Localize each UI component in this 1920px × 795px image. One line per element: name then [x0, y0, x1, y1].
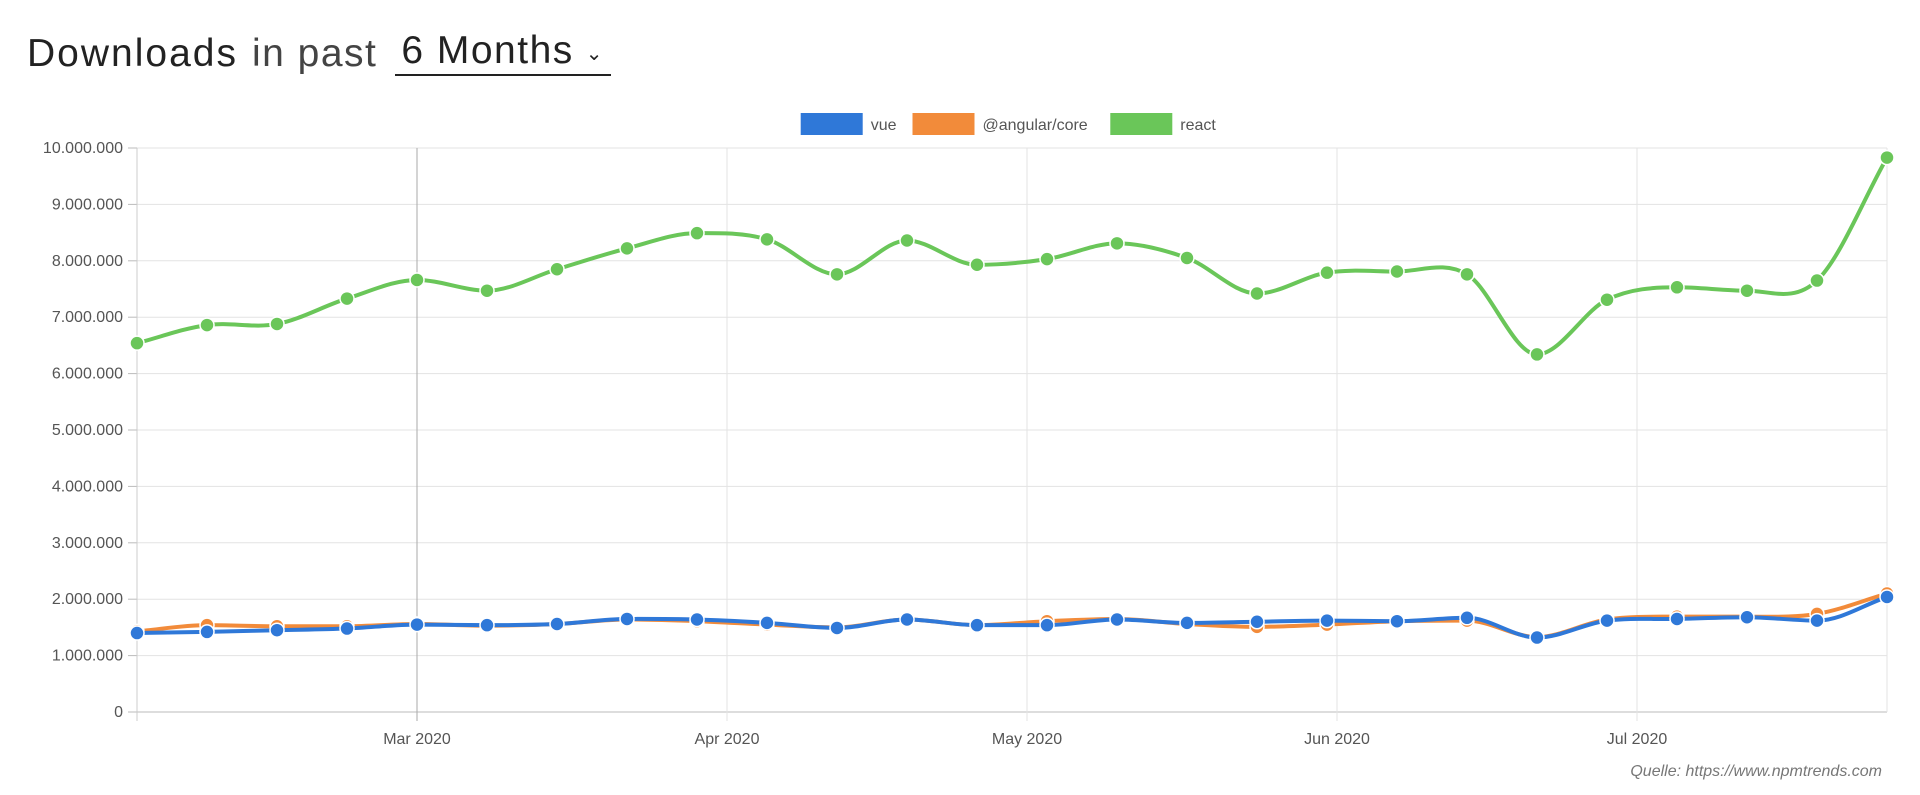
- data-point-react: [759, 231, 775, 248]
- data-point-react: [1039, 251, 1055, 267]
- data-point-react: [619, 240, 635, 257]
- y-tick-label: 7.000.000: [52, 309, 123, 326]
- y-tick-label: 3.000.000: [52, 535, 123, 552]
- data-point-vue: [129, 625, 145, 641]
- period-dropdown[interactable]: 6 Months ⌄: [395, 28, 611, 76]
- legend-label-react: react: [1180, 117, 1216, 134]
- data-point-react: [1109, 235, 1125, 252]
- data-point-vue: [1459, 610, 1475, 626]
- data-point-vue: [199, 624, 215, 640]
- data-point-react: [269, 316, 285, 332]
- y-tick-label: 9.000.000: [52, 196, 123, 213]
- data-point-vue: [269, 622, 285, 638]
- data-point-react: [199, 317, 215, 333]
- data-point-vue: [1179, 615, 1195, 631]
- data-point-vue: [1319, 612, 1335, 629]
- data-point-vue: [1879, 589, 1895, 605]
- data-point-react: [1529, 346, 1545, 363]
- legend-label-angular-core: @angular/core: [983, 117, 1088, 134]
- data-point-react: [339, 290, 355, 307]
- chevron-down-icon: ⌄: [585, 42, 603, 65]
- y-tick-label: 0: [114, 704, 123, 721]
- data-point-react: [1319, 264, 1335, 281]
- legend-swatch-angular-core: [912, 113, 975, 135]
- legend-label-vue: vue: [871, 117, 897, 134]
- y-tick-label: 1.000.000: [52, 648, 123, 665]
- data-point-vue: [409, 616, 425, 633]
- data-point-vue: [1669, 611, 1685, 627]
- data-point-vue: [1039, 617, 1055, 633]
- data-point-react: [1389, 263, 1405, 280]
- series-angular-core: [129, 585, 1895, 645]
- data-point-react: [1739, 282, 1755, 299]
- data-point-react: [409, 272, 425, 288]
- data-point-vue: [549, 616, 565, 632]
- series-react: [129, 149, 1895, 363]
- period-dropdown-value: 6 Months: [401, 29, 574, 72]
- x-tick-label: Apr 2020: [695, 731, 760, 748]
- data-point-react: [969, 256, 985, 273]
- x-tick-label: May 2020: [992, 731, 1062, 748]
- data-point-vue: [339, 620, 355, 637]
- data-point-react: [899, 232, 915, 249]
- y-tick-label: 8.000.000: [52, 253, 123, 270]
- x-tick-label: Jul 2020: [1607, 731, 1668, 748]
- data-point-react: [1879, 149, 1895, 166]
- y-tick-label: 2.000.000: [52, 591, 123, 608]
- data-point-vue: [1389, 613, 1405, 629]
- legend-swatch-react: [1110, 113, 1173, 135]
- data-point-vue: [619, 611, 635, 627]
- y-tick-label: 6.000.000: [52, 366, 123, 383]
- data-point-react: [1809, 272, 1825, 289]
- data-point-react: [129, 335, 145, 351]
- data-point-vue: [1599, 612, 1615, 629]
- data-point-react: [1179, 250, 1195, 266]
- data-point-react: [549, 261, 565, 278]
- data-point-vue: [1739, 609, 1755, 625]
- data-point-vue: [689, 611, 705, 628]
- header-in-past: in past: [251, 32, 378, 75]
- series-line-react: [135, 155, 1889, 357]
- x-tick-label: Jun 2020: [1304, 731, 1370, 748]
- data-point-vue: [899, 611, 915, 628]
- chart-header: Downloads in past 6 Months ⌄: [27, 26, 611, 76]
- data-point-react: [689, 225, 705, 241]
- data-point-react: [479, 282, 495, 299]
- series-line-angular-core: [135, 591, 1889, 639]
- chart-legend: vue @angular/core react: [800, 113, 1216, 135]
- y-tick-label: 5.000.000: [52, 422, 123, 439]
- legend-swatch-vue: [800, 113, 863, 135]
- y-tick-label: 4.000.000: [52, 478, 123, 495]
- downloads-line-chart: 0 1.000.000 2.000.000 3.000.000 4.000.000 5.0…: [43, 113, 1895, 748]
- data-point-vue: [1809, 612, 1825, 629]
- data-point-react: [1249, 285, 1265, 302]
- x-tick-label: Mar 2020: [383, 731, 451, 748]
- source-note: Quelle: https://www.npmtrends.com: [1630, 763, 1882, 780]
- data-point-vue: [1109, 611, 1125, 628]
- header-title: Downloads: [27, 32, 238, 75]
- data-point-vue: [759, 615, 775, 631]
- y-tick-label: 10.000.000: [43, 140, 123, 157]
- data-point-react: [1599, 291, 1615, 308]
- series-vue: [129, 589, 1895, 646]
- data-point-vue: [479, 617, 495, 633]
- data-point-react: [1669, 279, 1685, 296]
- data-point-react: [1459, 266, 1475, 283]
- data-point-vue: [969, 617, 985, 633]
- data-point-react: [829, 266, 845, 283]
- data-point-vue: [829, 620, 845, 636]
- data-point-vue: [1249, 614, 1265, 630]
- data-point-vue: [1529, 629, 1545, 646]
